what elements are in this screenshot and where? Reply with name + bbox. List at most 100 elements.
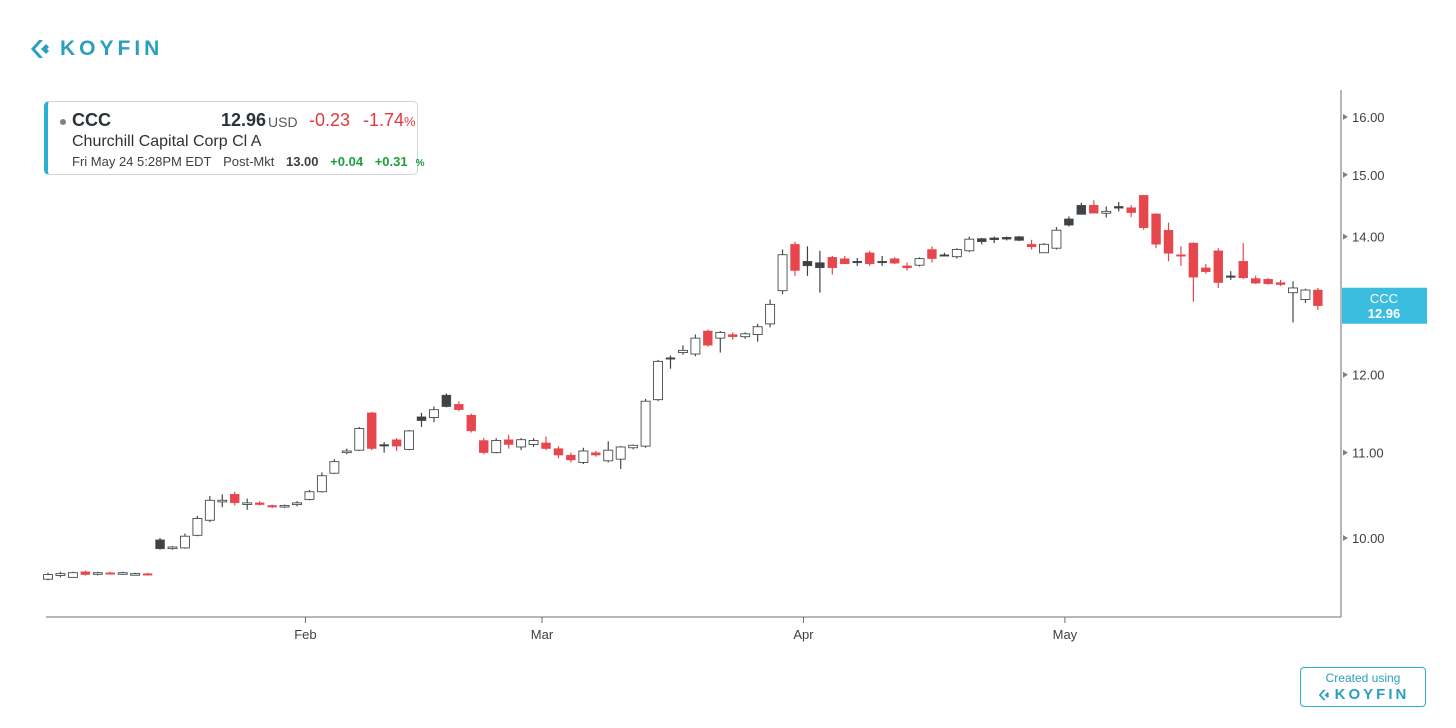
candle-body — [827, 257, 838, 269]
candle — [391, 438, 402, 451]
candle — [690, 334, 701, 357]
created-using-badge[interactable]: Created using KOYFIN — [1300, 667, 1426, 707]
candle — [292, 501, 302, 507]
candle — [142, 572, 153, 576]
quote-panel: CCC 12.96 USD -0.23 -1.74% Churchill Cap… — [44, 101, 425, 175]
y-tick-arrow-icon — [1343, 233, 1348, 240]
candle — [155, 538, 165, 550]
candle-body — [653, 360, 663, 401]
candle — [1263, 277, 1273, 285]
candle-body — [466, 414, 476, 432]
candle — [1076, 202, 1087, 215]
y-tick-label: 16.00 — [1352, 110, 1385, 125]
quote-change: -0.23 — [309, 110, 351, 130]
x-axis-ticks: Feb Mar Apr May — [294, 617, 1078, 642]
candle-body — [1151, 213, 1161, 245]
candle — [230, 491, 240, 506]
candle-body — [553, 448, 564, 456]
candle-body — [416, 416, 427, 421]
candle-body — [341, 450, 352, 454]
quote-change-pct-value: -1.74 — [363, 110, 405, 130]
candle-body — [1101, 210, 1112, 214]
candle-body — [802, 261, 813, 267]
candle-body — [1163, 230, 1174, 254]
candle — [902, 262, 912, 271]
candle — [802, 246, 813, 276]
candle-body — [1089, 204, 1099, 214]
candle-body — [230, 494, 240, 504]
candle — [316, 472, 327, 493]
candle — [1138, 194, 1149, 230]
postmarket-change: +0.04 — [330, 154, 364, 169]
candle — [242, 498, 253, 510]
candle — [790, 241, 800, 276]
candle-body — [1288, 287, 1298, 294]
candle-body — [130, 573, 141, 576]
candle-body — [503, 439, 514, 445]
candle-body — [902, 265, 912, 269]
candle-body — [1039, 243, 1049, 254]
candle-body — [279, 505, 290, 508]
candle — [179, 533, 190, 549]
candle-body — [292, 502, 302, 506]
candle — [1001, 236, 1012, 241]
candle — [541, 436, 551, 451]
candle — [454, 401, 464, 412]
candle — [678, 345, 688, 355]
candle-body — [752, 326, 763, 335]
candle-body — [566, 454, 576, 461]
candle — [715, 330, 726, 353]
candle-body — [1076, 204, 1087, 215]
postmarket-change-pct: +0.31% — [375, 154, 433, 169]
candle — [55, 571, 66, 578]
candle-body — [1201, 267, 1211, 273]
candle — [1188, 242, 1199, 302]
candle-body — [765, 303, 776, 325]
y-tick-label: 14.00 — [1352, 230, 1385, 245]
candle — [267, 504, 277, 509]
candle — [603, 441, 614, 463]
koyfin-logo[interactable]: KOYFIN — [28, 36, 163, 62]
candle — [815, 250, 825, 293]
candle-body — [479, 440, 489, 453]
price-tag-ticker: CCC — [1370, 291, 1398, 306]
candle-body — [204, 499, 215, 521]
candle-body — [1250, 278, 1261, 284]
y-tick-label: 10.00 — [1352, 531, 1385, 546]
quote-ticker[interactable]: CCC — [72, 110, 111, 130]
candle — [640, 398, 651, 448]
candle-body — [1263, 278, 1273, 285]
candle — [404, 430, 414, 451]
quote-header-row: CCC 12.96 USD -0.23 -1.74% — [58, 110, 416, 132]
candle — [964, 236, 975, 253]
candle-body — [740, 333, 751, 338]
x-tick-label: Apr — [793, 627, 814, 642]
candles-layer — [43, 194, 1323, 581]
created-using-brand: KOYFIN — [1301, 686, 1425, 703]
candle — [1176, 246, 1186, 266]
koyfin-chevron-icon — [1318, 689, 1329, 700]
candle — [1089, 200, 1099, 214]
y-tick-label: 12.00 — [1352, 368, 1385, 383]
candle-body — [254, 502, 265, 505]
postmarket-price: 13.00 — [285, 154, 319, 169]
created-using-label: Created using — [1325, 671, 1401, 685]
candle-body — [640, 400, 651, 447]
candle — [516, 438, 527, 451]
candle — [329, 459, 340, 475]
candle — [367, 412, 377, 451]
candle-body — [1275, 282, 1286, 285]
quote-timestamp: Fri May 24 5:28PM EDT — [72, 154, 212, 169]
candle-body — [304, 491, 315, 500]
candle-body — [192, 518, 203, 536]
candle-body — [1188, 242, 1199, 278]
candle — [591, 450, 601, 457]
candle-body — [1300, 289, 1311, 301]
candle — [840, 256, 850, 265]
candle — [466, 413, 476, 433]
candle — [80, 570, 91, 576]
candle-body — [603, 449, 614, 462]
candle — [728, 332, 738, 340]
candle — [379, 442, 389, 453]
